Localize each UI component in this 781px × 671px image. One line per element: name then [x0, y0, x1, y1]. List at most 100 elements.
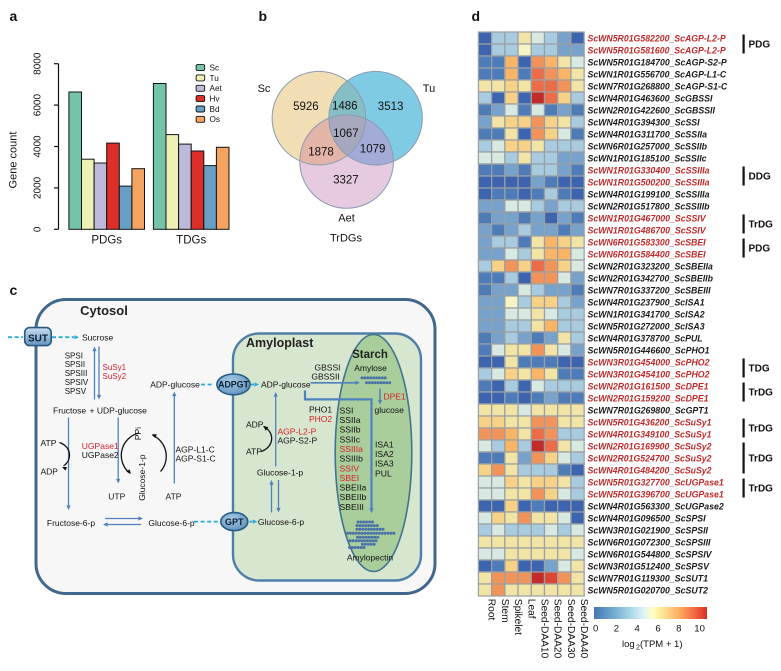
svg-text:SSIIa: SSIIa — [340, 415, 361, 425]
svg-text:TrDG: TrDG — [749, 484, 774, 495]
svg-text:1067: 1067 — [333, 128, 359, 140]
svg-text:TrDG: TrDG — [749, 454, 774, 465]
svg-text:UGPase1: UGPase1 — [82, 441, 119, 451]
svg-text:ScWN2R01G159200_ScDPE1: ScWN2R01G159200_ScDPE1 — [588, 393, 709, 404]
svg-text:ADP-glucose: ADP-glucose — [150, 379, 200, 389]
svg-text:ScWN1R01G185100_ScSSIIc: ScWN1R01G185100_ScSSIIc — [588, 153, 708, 164]
svg-text:8000: 8000 — [33, 52, 44, 75]
svg-text:ScWN5R01G446600_ScPHO1: ScWN5R01G446600_ScPHO1 — [588, 345, 710, 356]
svg-text:ScWN1R01G330400_ScSSIIIa: ScWN1R01G330400_ScSSIIIa — [588, 165, 711, 176]
svg-text:SBEIIb: SBEIIb — [340, 492, 367, 502]
svg-text:Stem: Stem — [499, 599, 510, 623]
svg-text:Aet: Aet — [210, 84, 223, 93]
svg-text:ISA3: ISA3 — [375, 459, 394, 469]
svg-text:ScWN2R01G422600_ScGBSSII: ScWN2R01G422600_ScGBSSII — [588, 105, 716, 116]
svg-text:AGP-L2-P: AGP-L2-P — [278, 427, 317, 437]
svg-text:Sc: Sc — [258, 83, 271, 95]
svg-text:Gene count: Gene count — [8, 132, 20, 189]
svg-text:PDG: PDG — [749, 40, 771, 51]
svg-text:Seed-DAA10: Seed-DAA10 — [539, 599, 550, 659]
svg-text:SPSIII: SPSIII — [65, 369, 88, 378]
svg-text:SPSI: SPSI — [65, 351, 83, 360]
svg-text:ScWN4R01G463600_ScGBSSI: ScWN4R01G463600_ScGBSSI — [588, 93, 713, 104]
svg-text:ATP: ATP — [246, 446, 262, 456]
svg-text:ScWN7R01G119300_ScSUT1: ScWN7R01G119300_ScSUT1 — [588, 573, 709, 584]
svg-text:ScWN7R01G269800_ScGPT1: ScWN7R01G269800_ScGPT1 — [588, 405, 709, 416]
svg-text:ScWN6R01G583300_ScSBEI: ScWN6R01G583300_ScSBEI — [588, 237, 706, 248]
svg-text:ScWN5R01G184700_ScAGP-S2-P: ScWN5R01G184700_ScAGP-S2-P — [588, 57, 728, 68]
svg-text:UGPase2: UGPase2 — [82, 450, 119, 460]
svg-text:ScWN4R01G563300_ScUGPase2: ScWN4R01G563300_ScUGPase2 — [588, 501, 725, 512]
svg-text:Fructose: Fructose — [53, 406, 86, 416]
svg-text:8: 8 — [676, 624, 681, 635]
svg-text:SSI: SSI — [340, 405, 354, 415]
svg-text:log: log — [622, 639, 635, 650]
svg-text:0: 0 — [33, 226, 44, 232]
svg-text:PUL: PUL — [375, 468, 392, 478]
svg-text:ScWN2R01G169900_ScSuSy2: ScWN2R01G169900_ScSuSy2 — [588, 441, 713, 452]
svg-text:AGP-L1-C: AGP-L1-C — [176, 445, 215, 455]
svg-text:ATP: ATP — [41, 438, 57, 448]
svg-text:(TPM + 1): (TPM + 1) — [640, 639, 683, 650]
svg-text:Tu: Tu — [423, 83, 435, 95]
svg-text:6: 6 — [655, 624, 660, 635]
svg-text:TrDG: TrDG — [749, 220, 774, 231]
svg-text:ATP: ATP — [166, 492, 182, 502]
svg-text:Spikelet: Spikelet — [512, 599, 523, 635]
svg-text:ScWN6R01G584400_ScSBEI: ScWN6R01G584400_ScSBEI — [588, 249, 706, 260]
svg-text:ScWN4R01G311700_ScSSIIa: ScWN4R01G311700_ScSSIIa — [588, 129, 708, 140]
svg-text:TrDGs: TrDGs — [330, 233, 362, 245]
svg-text:Leaf: Leaf — [525, 599, 536, 619]
svg-text:ScWN4R01G378700_ScPUL: ScWN4R01G378700_ScPUL — [588, 333, 703, 344]
svg-text:GBSSII: GBSSII — [311, 372, 339, 382]
svg-text:1878: 1878 — [308, 147, 334, 159]
svg-text:ScWN1R01G467000_ScSSIV: ScWN1R01G467000_ScSSIV — [588, 213, 708, 224]
svg-text:ScWN5R01G582200_ScAGP-L2-P: ScWN5R01G582200_ScAGP-L2-P — [588, 33, 727, 44]
svg-text:0: 0 — [593, 624, 598, 635]
svg-text:Glucose-6-p: Glucose-6-p — [148, 518, 195, 528]
svg-text:SBEIII: SBEIII — [340, 502, 364, 512]
svg-text:PDG: PDG — [749, 244, 771, 255]
svg-text:6000: 6000 — [33, 94, 44, 117]
svg-text:ScWN7R01G268800_ScAGP-S1-C: ScWN7R01G268800_ScAGP-S1-C — [588, 81, 729, 92]
svg-text:DPE1: DPE1 — [384, 392, 406, 402]
svg-text:SPSII: SPSII — [65, 360, 85, 369]
svg-text:Amylose: Amylose — [354, 363, 387, 373]
svg-text:TrDG: TrDG — [749, 388, 774, 399]
svg-text:ScWN1R01G486700_ScSSIV: ScWN1R01G486700_ScSSIV — [588, 225, 708, 236]
svg-text:TDGs: TDGs — [176, 235, 206, 247]
svg-text:Cytosol: Cytosol — [80, 303, 128, 318]
svg-text:Root: Root — [486, 599, 497, 621]
svg-text:SUT: SUT — [28, 334, 48, 345]
svg-text:ScWN4R01G394300_ScSSI: ScWN4R01G394300_ScSSI — [588, 117, 700, 128]
svg-text:PDGs: PDGs — [91, 235, 122, 247]
svg-text:1079: 1079 — [360, 144, 386, 156]
svg-text:ScWN4R01G199100_ScSSIIIa: ScWN4R01G199100_ScSSIIIa — [588, 189, 711, 200]
svg-text:Amylopectin: Amylopectin — [347, 553, 394, 563]
svg-text:Tu: Tu — [210, 74, 220, 83]
svg-text:SSIIIb: SSIIIb — [340, 454, 364, 464]
svg-text:ScWN5R01G581600_ScAGP-L2-P: ScWN5R01G581600_ScAGP-L2-P — [588, 45, 727, 56]
svg-text:GBSSI: GBSSI — [315, 363, 341, 373]
svg-text:AGP-S1-C: AGP-S1-C — [176, 454, 216, 464]
svg-text:PHO1: PHO1 — [309, 405, 332, 415]
svg-text:Glucose-1-p: Glucose-1-p — [257, 468, 304, 478]
svg-text:Os: Os — [210, 115, 220, 124]
svg-text:ScWN5R01G020700_ScSUT2: ScWN5R01G020700_ScSUT2 — [588, 585, 709, 596]
svg-text:SSIV: SSIV — [340, 463, 360, 473]
svg-text:ScWN2R01G161500_ScDPE1: ScWN2R01G161500_ScDPE1 — [588, 381, 709, 392]
svg-text:Sucrose: Sucrose — [82, 332, 113, 342]
svg-text:2000: 2000 — [33, 176, 44, 199]
svg-text:ScWN1R01G500200_ScSSIIIa: ScWN1R01G500200_ScSSIIIa — [588, 177, 711, 188]
svg-text:AGP-S2-P: AGP-S2-P — [278, 436, 318, 446]
svg-text:Seed-DAA40: Seed-DAA40 — [578, 599, 589, 659]
svg-text:Sc: Sc — [210, 64, 220, 73]
svg-text:ScWN5R01G327700_ScUGPase1: ScWN5R01G327700_ScUGPase1 — [588, 477, 724, 488]
svg-text:ScWN5R01G396700_ScUGPase1: ScWN5R01G396700_ScUGPase1 — [588, 489, 724, 500]
svg-text:GPT: GPT — [225, 517, 244, 527]
svg-text:4: 4 — [635, 624, 640, 635]
svg-text:ScWN3R01G021900_ScSPSII: ScWN3R01G021900_ScSPSII — [588, 525, 709, 536]
svg-text:SSIIb: SSIIb — [340, 425, 361, 435]
svg-text:ISA1: ISA1 — [375, 440, 394, 450]
svg-text:ISA2: ISA2 — [375, 449, 394, 459]
